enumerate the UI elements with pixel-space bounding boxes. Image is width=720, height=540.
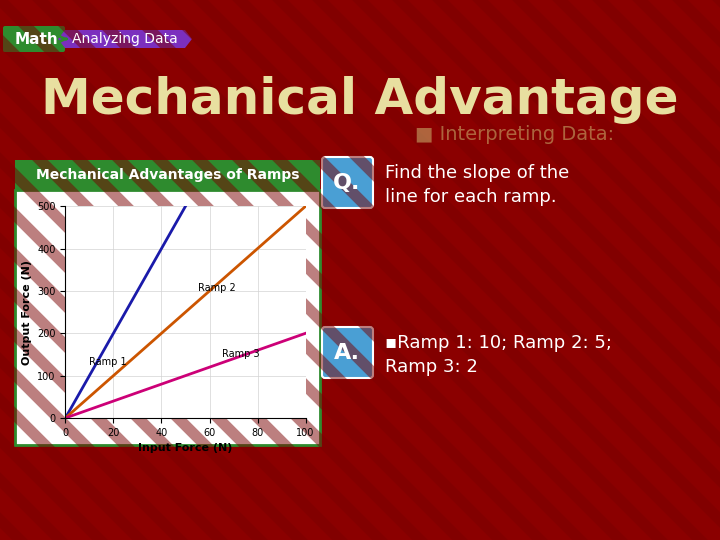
- FancyBboxPatch shape: [3, 26, 65, 52]
- FancyBboxPatch shape: [15, 190, 320, 445]
- Text: Math: Math: [14, 31, 58, 46]
- Text: ▪Ramp 1: 10; Ramp 2: 5;
Ramp 3: 2: ▪Ramp 1: 10; Ramp 2: 5; Ramp 3: 2: [385, 334, 612, 376]
- FancyBboxPatch shape: [322, 157, 373, 208]
- Y-axis label: Output Force (N): Output Force (N): [22, 260, 32, 365]
- Text: Ramp 1: Ramp 1: [89, 357, 127, 367]
- Polygon shape: [58, 30, 192, 48]
- Text: Q.: Q.: [333, 173, 361, 193]
- Text: A.: A.: [334, 343, 360, 363]
- FancyBboxPatch shape: [15, 160, 320, 190]
- FancyBboxPatch shape: [322, 327, 373, 378]
- X-axis label: Input Force (N): Input Force (N): [138, 443, 233, 453]
- Text: Ramp 3: Ramp 3: [222, 349, 259, 359]
- Polygon shape: [5, 28, 72, 50]
- Text: Mechanical Advantage: Mechanical Advantage: [41, 76, 679, 124]
- Text: Ramp 2: Ramp 2: [197, 283, 235, 293]
- Text: ■ Interpreting Data:: ■ Interpreting Data:: [415, 125, 614, 145]
- Text: Mechanical Advantages of Ramps: Mechanical Advantages of Ramps: [36, 168, 300, 182]
- Text: Find the slope of the
line for each ramp.: Find the slope of the line for each ramp…: [385, 164, 570, 206]
- Text: Analyzing Data: Analyzing Data: [72, 32, 178, 46]
